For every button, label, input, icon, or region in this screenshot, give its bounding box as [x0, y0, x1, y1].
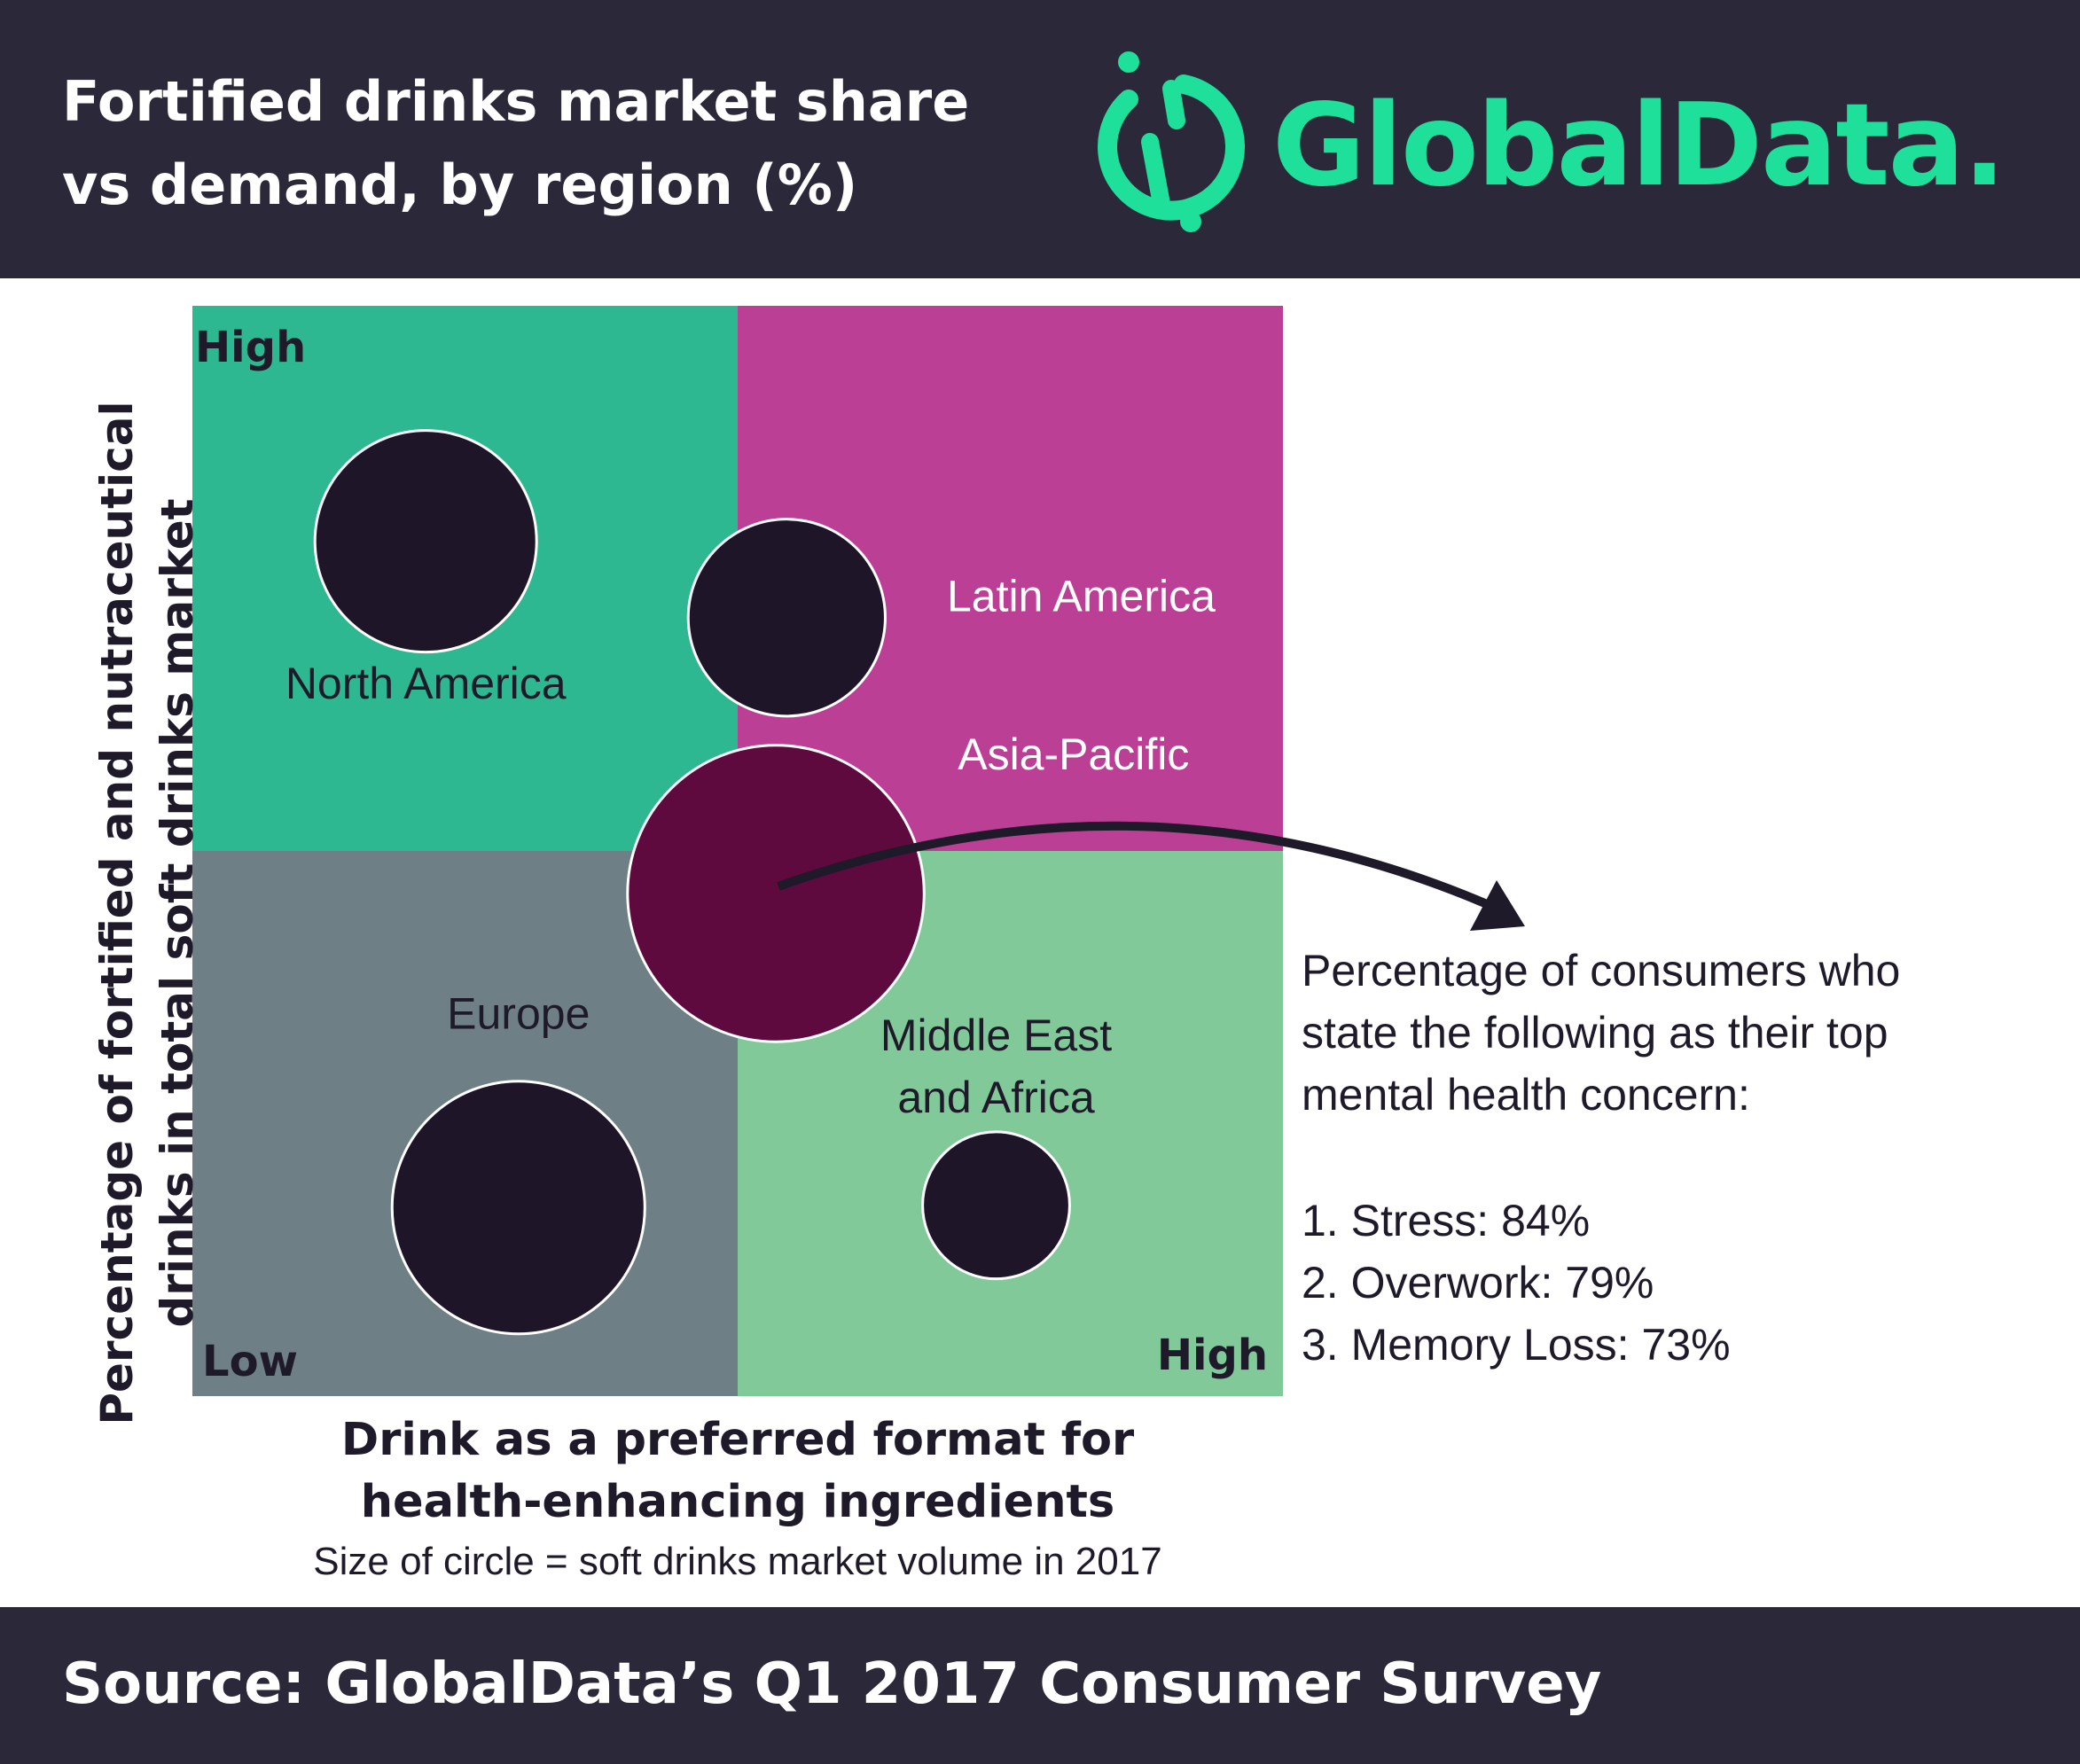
y-axis-label-line-1: Percentage of fortified and nutraceutica… — [91, 401, 143, 1425]
x-axis-label-line-2: health-enhancing ingredients — [360, 1476, 1115, 1528]
title-line-2: vs demand, by region (%) — [62, 152, 858, 217]
bubble-size-note: Size of circle = soft drinks market volu… — [313, 1540, 1162, 1583]
concerns-list: 1. Stress: 84% 2. Overwork: 79% 3. Memor… — [1302, 1190, 2064, 1376]
x-axis-label-line-1: Drink as a preferred format for — [340, 1414, 1135, 1466]
corner-label-high-x: High — [1157, 1331, 1268, 1380]
globaldata-logo-text: GlobalData. — [1272, 80, 2006, 212]
globaldata-logo-icon — [1098, 51, 1246, 232]
callout-arrowhead-icon — [1470, 880, 1525, 931]
bubble-europe — [390, 1080, 646, 1336]
callout-arrow — [777, 821, 1510, 917]
concern-item: 3. Memory Loss: 73% — [1302, 1320, 1731, 1370]
bubble-asia-pacific — [626, 744, 926, 1043]
x-axis-label: Drink as a preferred format for health-e… — [192, 1409, 1283, 1534]
source-note: Source: GlobalData’s Q1 2017 Consumer Su… — [62, 1651, 1602, 1717]
bubble-label-europe: Europe — [447, 988, 590, 1038]
globaldata-logo: GlobalData. — [1077, 44, 2061, 239]
y-axis-label-line-2: drinks in total soft drinks market — [152, 498, 203, 1328]
bubble-label-latin-america: Latin America — [947, 571, 1216, 621]
corner-label-high-y: High — [195, 323, 306, 372]
footer-banner: Source: GlobalData’s Q1 2017 Consumer Su… — [0, 1607, 2080, 1764]
concerns-intro-line-3: mental health concern: — [1302, 1070, 1750, 1120]
bubbles-layer — [313, 429, 1071, 1336]
bubble-middle-east — [921, 1130, 1071, 1281]
title-line-1: Fortified drinks market share — [62, 69, 970, 134]
concerns-intro-line-1: Percentage of consumers who — [1302, 946, 1901, 995]
concerns-intro-line-2: state the following as their top — [1302, 1008, 1888, 1058]
bubble-north-america — [313, 429, 538, 654]
bubble-label-middle-east: Middle East and Africa — [880, 1011, 1112, 1122]
bubble-label-asia-pacific: Asia-Pacific — [958, 730, 1189, 779]
mental-health-concerns-panel: Percentage of consumers who state the fo… — [1302, 940, 2064, 1376]
bubble-label-north-america: North America — [285, 659, 567, 708]
page-title: Fortified drinks market share vs demand,… — [62, 60, 1082, 227]
header-banner: Fortified drinks market share vs demand,… — [0, 0, 2080, 278]
concern-item: 1. Stress: 84% — [1302, 1196, 1591, 1245]
concern-item: 2. Overwork: 79% — [1302, 1258, 1654, 1307]
bubble-latin-america — [686, 518, 887, 718]
y-axis-label: Percentage of fortified and nutraceutica… — [87, 381, 207, 1445]
corner-label-low: Low — [202, 1337, 298, 1386]
bubble-labels-layer: North America Latin America Asia-Pacific Eu… — [285, 571, 1216, 1122]
bubble-matrix-chart: North America Latin America Asia-Pacific Eu… — [192, 306, 1525, 1396]
